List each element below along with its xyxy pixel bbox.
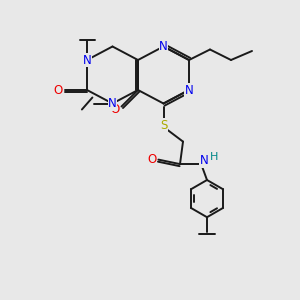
Text: N: N	[82, 53, 91, 67]
Text: N: N	[200, 154, 208, 167]
Text: N: N	[184, 83, 194, 97]
Text: N: N	[108, 97, 117, 110]
Text: N: N	[159, 40, 168, 53]
Text: O: O	[53, 83, 62, 97]
Text: O: O	[147, 153, 156, 166]
Text: S: S	[160, 118, 167, 132]
Text: H: H	[210, 152, 218, 162]
Text: O: O	[110, 103, 119, 116]
